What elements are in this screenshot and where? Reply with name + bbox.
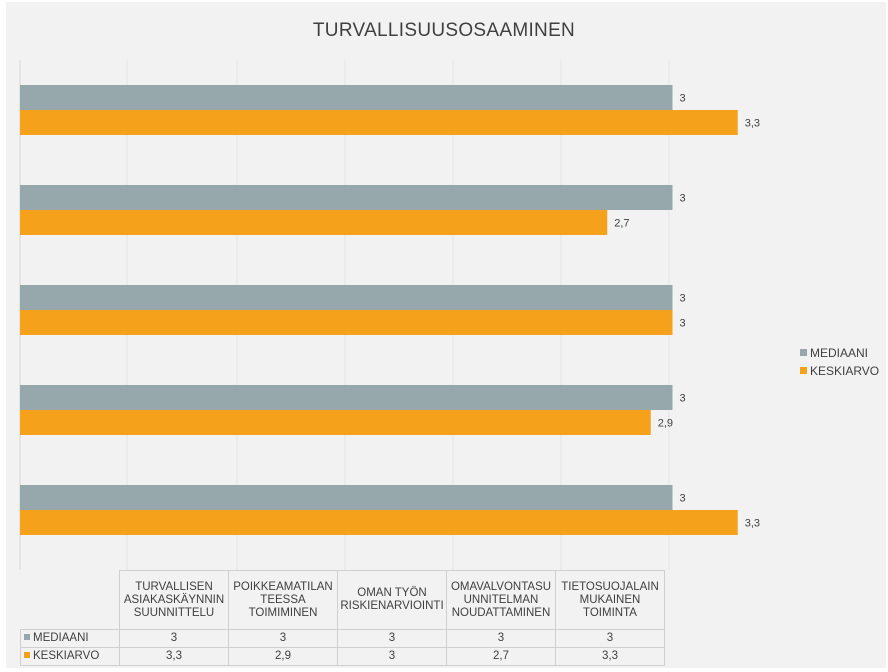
table-cell: 3 bbox=[555, 629, 665, 648]
bar-mediaani bbox=[20, 385, 673, 410]
legend-item-keskiarvo: KESKIARVO bbox=[800, 364, 879, 378]
category-label-line: TOIMINTA bbox=[583, 606, 637, 619]
table-cell: 3 bbox=[337, 629, 447, 648]
data-label: 3 bbox=[680, 193, 686, 205]
table-series-label: KESKIARVO bbox=[33, 650, 100, 662]
table-swatch-mediaani bbox=[24, 634, 30, 640]
category-label-line: SUUNNITTELU bbox=[133, 606, 215, 619]
table-header-row: TURVALLISEN ASIAKASKÄYNNIN SUUNNITTELU P… bbox=[20, 570, 665, 630]
table-category-cell: POIKKEAMATILAN TEESSA TOIMIMINEN bbox=[228, 570, 338, 630]
category-label-line: NOUDATTAMINEN bbox=[451, 606, 551, 619]
legend-swatch-mediaani bbox=[800, 349, 807, 356]
data-label: 2,7 bbox=[614, 218, 629, 230]
table-cell: 3 bbox=[119, 629, 229, 648]
table-cell: 3 bbox=[337, 647, 447, 666]
table-corner bbox=[20, 570, 120, 630]
table-category-cell: OMAN TYÖN RISKIENARVIOINTI bbox=[337, 570, 447, 630]
data-label: 3 bbox=[680, 93, 686, 105]
table-swatch-keskiarvo bbox=[24, 652, 30, 658]
bar-keskiarvo bbox=[20, 110, 738, 135]
data-table: TURVALLISEN ASIAKASKÄYNNIN SUUNNITTELU P… bbox=[20, 570, 665, 666]
bar-keskiarvo bbox=[20, 210, 608, 235]
chart-title: TURVALLISUUSOSAAMINEN bbox=[312, 20, 576, 41]
data-label: 3 bbox=[680, 318, 686, 330]
bar-mediaani bbox=[20, 85, 673, 110]
table-row-keskiarvo: KESKIARVO 3,3 2,9 3 2,7 3,3 bbox=[20, 647, 665, 666]
table-cell: 3 bbox=[228, 629, 338, 648]
data-label: 3 bbox=[680, 393, 686, 405]
legend-label-keskiarvo: KESKIARVO bbox=[810, 364, 880, 378]
category-label-line: TOIMIMINEN bbox=[248, 606, 318, 619]
category-label-line: MUKAINEN bbox=[579, 593, 641, 606]
table-row-header: KESKIARVO bbox=[20, 647, 120, 666]
table-category-cell: TURVALLISEN ASIAKASKÄYNNIN SUUNNITTELU bbox=[119, 570, 229, 630]
table-cell: 3,3 bbox=[119, 647, 229, 666]
data-label: 2,9 bbox=[658, 418, 673, 430]
category-label-line: TIETOSUOJALAIN bbox=[561, 580, 659, 593]
table-cell: 2,9 bbox=[228, 647, 338, 666]
legend-item-mediaani: MEDIAANI bbox=[800, 346, 868, 360]
bar-keskiarvo bbox=[20, 410, 651, 435]
category-label-line: RISKIENARVIOINTI bbox=[340, 600, 444, 612]
data-label: 3 bbox=[680, 493, 686, 505]
table-category-cell: OMAVALVONTASU UNNITELMAN NOUDATTAMINEN bbox=[446, 570, 556, 630]
bar-mediaani bbox=[20, 285, 673, 310]
bar-keskiarvo bbox=[20, 510, 738, 535]
table-cell: 2,7 bbox=[446, 647, 556, 666]
bar-mediaani bbox=[20, 485, 673, 510]
table-cell: 3,3 bbox=[555, 647, 665, 666]
table-series-label: MEDIAANI bbox=[33, 632, 89, 644]
bar-mediaani bbox=[20, 185, 673, 210]
table-row-mediaani: MEDIAANI 3 3 3 3 3 bbox=[20, 629, 665, 648]
data-label: 3,3 bbox=[745, 518, 760, 530]
bar-keskiarvo bbox=[20, 310, 673, 335]
category-label-line: TURVALLISEN bbox=[135, 580, 213, 593]
category-label-line: UNNITELMAN bbox=[463, 593, 539, 606]
category-label-line: POIKKEAMATILAN bbox=[233, 580, 333, 593]
category-label-line: ASIAKASKÄYNNIN bbox=[123, 593, 225, 606]
legend-label-mediaani: MEDIAANI bbox=[810, 346, 869, 360]
table-cell: 3 bbox=[446, 629, 556, 648]
category-label-line: OMAN TYÖN bbox=[357, 587, 427, 599]
table-category-cell: TIETOSUOJALAIN MUKAINEN TOIMINTA bbox=[555, 570, 665, 630]
category-label-line: OMAVALVONTASU bbox=[450, 580, 552, 593]
data-label: 3,3 bbox=[745, 118, 760, 130]
legend-swatch-keskiarvo bbox=[800, 367, 807, 374]
table-row-header: MEDIAANI bbox=[20, 629, 120, 648]
category-label-line: TEESSA bbox=[260, 593, 306, 606]
data-label: 3 bbox=[680, 293, 686, 305]
